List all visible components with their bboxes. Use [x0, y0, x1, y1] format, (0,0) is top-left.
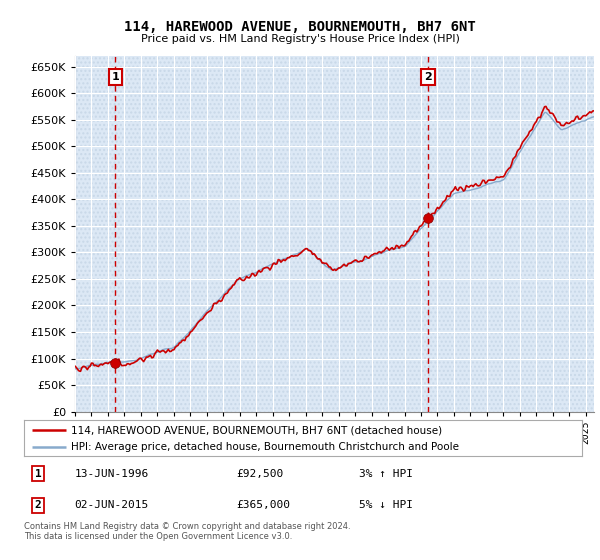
Text: HPI: Average price, detached house, Bournemouth Christchurch and Poole: HPI: Average price, detached house, Bour… — [71, 442, 460, 452]
Text: 114, HAREWOOD AVENUE, BOURNEMOUTH, BH7 6NT (detached house): 114, HAREWOOD AVENUE, BOURNEMOUTH, BH7 6… — [71, 425, 443, 435]
Text: £365,000: £365,000 — [236, 500, 290, 510]
Text: 02-JUN-2015: 02-JUN-2015 — [74, 500, 148, 510]
Text: 5% ↓ HPI: 5% ↓ HPI — [359, 500, 413, 510]
Text: 2: 2 — [424, 72, 432, 82]
Text: 114, HAREWOOD AVENUE, BOURNEMOUTH, BH7 6NT: 114, HAREWOOD AVENUE, BOURNEMOUTH, BH7 6… — [124, 20, 476, 34]
Text: 3% ↑ HPI: 3% ↑ HPI — [359, 469, 413, 479]
Text: £92,500: £92,500 — [236, 469, 283, 479]
Text: Contains HM Land Registry data © Crown copyright and database right 2024.
This d: Contains HM Land Registry data © Crown c… — [24, 522, 350, 542]
Text: 1: 1 — [112, 72, 119, 82]
Text: Price paid vs. HM Land Registry's House Price Index (HPI): Price paid vs. HM Land Registry's House … — [140, 34, 460, 44]
Bar — [75, 56, 594, 412]
Text: 13-JUN-1996: 13-JUN-1996 — [74, 469, 148, 479]
Text: 2: 2 — [35, 500, 41, 510]
Text: 1: 1 — [35, 469, 41, 479]
